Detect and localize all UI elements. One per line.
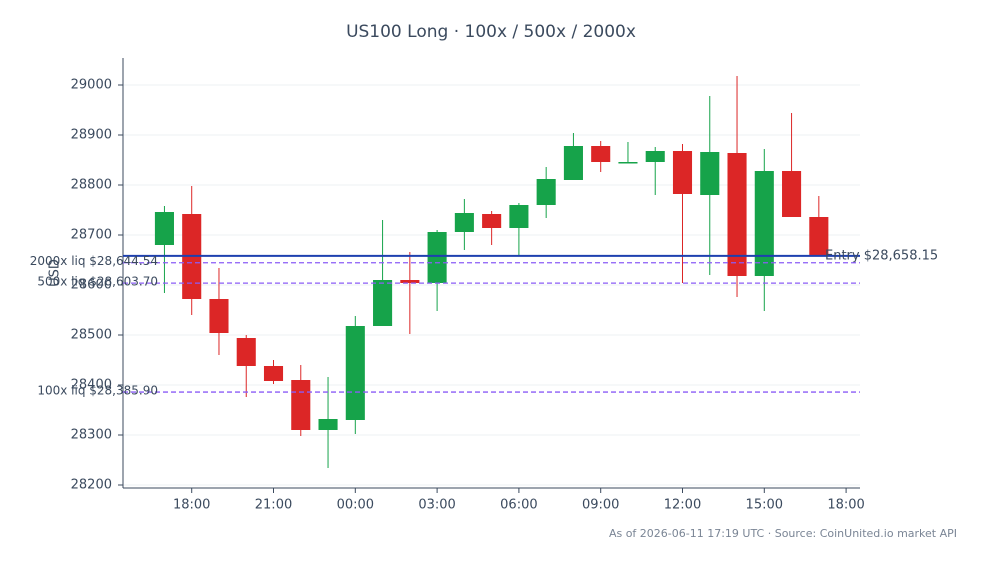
candle-body <box>782 171 802 217</box>
y-tick-label: 28500 <box>71 328 112 343</box>
candle-body <box>373 280 393 326</box>
x-tick-label: 00:00 <box>337 498 374 513</box>
candle-body <box>400 280 420 283</box>
candle-body <box>209 299 229 333</box>
candle-body <box>563 146 583 180</box>
candle-body <box>809 217 829 255</box>
candle-body <box>454 213 474 232</box>
y-axis-label: USD <box>48 259 63 287</box>
candle-body <box>263 366 284 381</box>
candle-body <box>482 214 502 228</box>
level-label: Entry $28,658.15 <box>825 248 938 263</box>
x-tick-label: 15:00 <box>746 498 783 513</box>
x-tick-label: 06:00 <box>500 498 537 513</box>
x-tick-label: 03:00 <box>418 498 455 513</box>
level-label: 500x liq $28,603.70 <box>37 275 158 289</box>
candle-body <box>536 179 556 205</box>
candle-body <box>700 152 720 195</box>
y-tick-label: 28300 <box>71 428 112 443</box>
x-tick-label: 12:00 <box>664 498 701 513</box>
y-tick-label: 28200 <box>71 478 112 493</box>
y-tick-label: 28600 <box>71 278 112 293</box>
candle-body <box>509 205 529 228</box>
x-tick-label: 21:00 <box>255 498 292 513</box>
candle-body <box>591 146 611 162</box>
y-tick-label: 28900 <box>71 128 112 143</box>
y-tick-label: 28400 <box>71 378 112 393</box>
level-label: 100x liq $28,385.90 <box>37 384 158 398</box>
candle-body <box>754 171 774 276</box>
y-tick-label: 28700 <box>71 228 112 243</box>
x-tick-label: 09:00 <box>582 498 619 513</box>
candle-body <box>618 162 638 164</box>
x-tick-label: 18:00 <box>827 498 864 513</box>
y-tick-label: 28800 <box>71 178 112 193</box>
candle-body <box>672 151 693 194</box>
level-label: 2000x liq $28,644.54 <box>30 254 158 268</box>
candle-body <box>236 338 256 366</box>
candle-body <box>154 212 174 245</box>
chart-title: US100 Long · 100x / 500x / 2000x <box>346 22 636 42</box>
candle-body <box>427 232 447 283</box>
candle-body <box>345 326 365 420</box>
x-tick-label: 18:00 <box>173 498 210 513</box>
candle-body <box>318 419 338 430</box>
candle-body <box>291 380 311 430</box>
footnote: As of 2026-06-11 17:19 UTC · Source: Coi… <box>609 527 957 540</box>
candle-body <box>645 151 665 162</box>
y-tick-label: 29000 <box>71 78 112 93</box>
candle-body <box>727 153 747 276</box>
